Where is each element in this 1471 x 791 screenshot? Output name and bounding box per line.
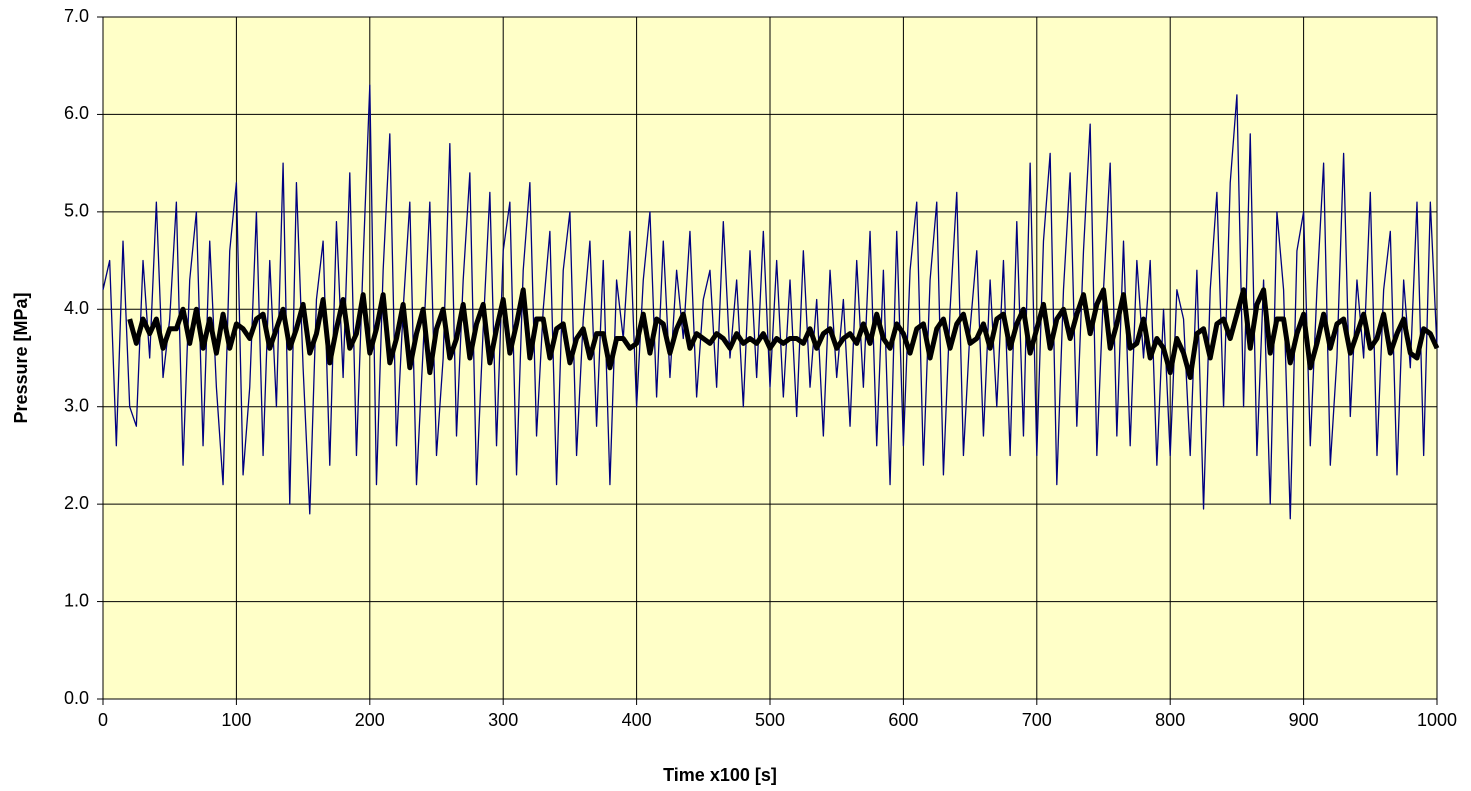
x-tick-label: 400 [622, 710, 652, 730]
x-tick-label: 100 [221, 710, 251, 730]
y-tick-label: 7.0 [64, 6, 89, 26]
series-line [127, 287, 1440, 380]
x-tick-label: 0 [98, 710, 108, 730]
y-tick-label: 5.0 [64, 201, 89, 221]
y-tick-label: 2.0 [64, 493, 89, 513]
x-tick-label: 500 [755, 710, 785, 730]
y-tick-label: 6.0 [64, 103, 89, 123]
y-tick-label: 1.0 [64, 590, 89, 610]
y-tick-label: 3.0 [64, 395, 89, 415]
y-tick-label: 0.0 [64, 688, 89, 708]
series-group [102, 84, 1440, 520]
x-axis-title: Time x100 [s] [663, 765, 777, 785]
x-tick-label: 600 [888, 710, 918, 730]
y-axis-title: Pressure [MPa] [11, 292, 31, 423]
x-tick-label: 300 [488, 710, 518, 730]
x-tick-label: 200 [355, 710, 385, 730]
x-tick-label: 900 [1289, 710, 1319, 730]
x-tick-label: 800 [1155, 710, 1185, 730]
y-tick-label: 4.0 [64, 298, 89, 318]
x-tick-label: 1000 [1417, 710, 1457, 730]
tick-labels: 0.0 1.0 2.0 3.0 4.0 5.0 6.0 7.0 0 100 200 300 400 500… [64, 6, 1457, 730]
x-tick-label: 700 [1022, 710, 1052, 730]
